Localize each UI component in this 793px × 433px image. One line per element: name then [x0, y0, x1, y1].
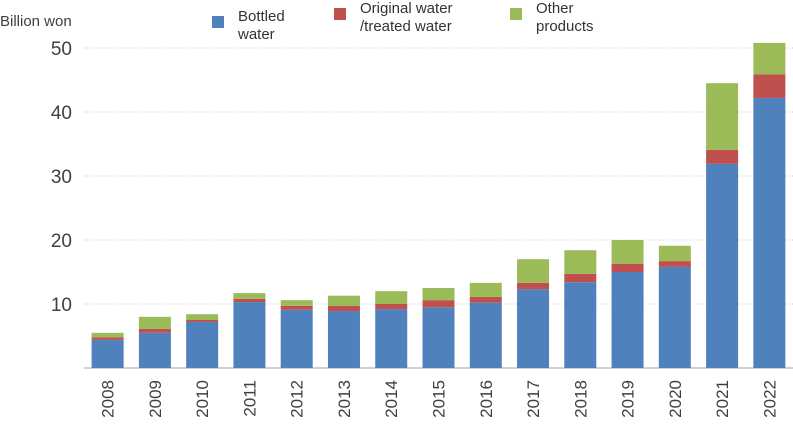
bar-segment: [658, 245, 691, 262]
bar-segment: [280, 305, 313, 310]
bar-segment: [658, 266, 691, 368]
bar-segment: [233, 293, 266, 299]
legend-label: Bottled water: [238, 8, 285, 43]
x-tick-label: 2013: [335, 380, 354, 418]
bar-segment: [517, 259, 550, 283]
bar-segment: [517, 289, 550, 368]
bar-segment: [611, 272, 644, 368]
bar-segment: [422, 300, 455, 308]
x-tick-label: 2022: [760, 380, 779, 418]
legend-swatch: [212, 16, 224, 28]
legend-swatch: [510, 8, 522, 20]
x-tick-label: 2009: [146, 380, 165, 418]
legend: Bottled water Original water /treated wat…: [0, 0, 793, 44]
bar-segment: [186, 321, 219, 368]
y-axis-label: Billion won: [0, 13, 72, 30]
bar-segment: [327, 311, 360, 368]
x-tick-label: 2015: [430, 380, 449, 418]
bar-segment: [469, 302, 502, 368]
x-tick-label: 2014: [382, 380, 401, 418]
legend-swatch: [334, 8, 346, 20]
bar-segment: [375, 291, 408, 304]
x-tick-label: 2020: [666, 380, 685, 418]
bar-segment: [611, 263, 644, 272]
bar-segment: [91, 337, 124, 340]
x-tick-label: 2017: [524, 380, 543, 418]
bar-segment: [327, 305, 360, 312]
bar-segment: [233, 302, 266, 368]
x-tick-label: 2010: [193, 380, 212, 418]
bar-segment: [375, 309, 408, 368]
bar-segment: [375, 304, 408, 310]
bar-segment: [611, 240, 644, 264]
bar-segment: [753, 97, 786, 369]
x-tick-label: 2008: [99, 380, 118, 418]
bar-segment: [138, 328, 171, 333]
y-tick-label: 10: [51, 295, 72, 316]
bar-segment: [233, 298, 266, 303]
bar-segment: [517, 282, 550, 290]
bar-segment: [138, 316, 171, 329]
bar-segment: [186, 320, 219, 322]
y-tick-label: 20: [51, 231, 72, 252]
bar-segment: [422, 288, 455, 301]
legend-label: Original water /treated water: [360, 0, 453, 35]
bar-segment: [422, 307, 455, 368]
bar-segment: [564, 250, 597, 274]
bar-segment: [564, 273, 597, 283]
bar-segment: [706, 83, 739, 150]
bar-segment: [327, 295, 360, 306]
bar-segment: [138, 332, 171, 368]
bar-segment: [280, 300, 313, 306]
x-tick-label: 2019: [619, 380, 638, 418]
bar-segment: [753, 42, 786, 75]
x-tick-label: 2012: [288, 380, 307, 418]
legend-item: Original water /treated water: [334, 0, 453, 36]
legend-item: Bottled water: [212, 8, 285, 44]
bar-segment: [186, 314, 219, 320]
x-tick-label: 2011: [240, 380, 259, 417]
y-tick-label: 30: [51, 167, 72, 188]
legend-label: Other products: [536, 0, 594, 35]
bar-segment: [564, 282, 597, 368]
legend-item: Other products: [510, 0, 594, 36]
bar-segment: [469, 282, 502, 297]
y-tick-label: 50: [51, 39, 72, 60]
y-tick-label: 40: [51, 103, 72, 124]
bar-segment: [280, 309, 313, 368]
x-tick-label: 2021: [713, 380, 732, 418]
bar-segment: [91, 339, 124, 368]
x-tick-label: 2018: [571, 380, 590, 418]
bar-segment: [469, 296, 502, 303]
bar-segment: [706, 163, 739, 368]
bar-segment: [91, 332, 124, 338]
x-tick-label: 2016: [477, 380, 496, 418]
bar-segment: [706, 149, 739, 164]
bar-segment: [753, 74, 786, 98]
bar-segment: [658, 261, 691, 267]
